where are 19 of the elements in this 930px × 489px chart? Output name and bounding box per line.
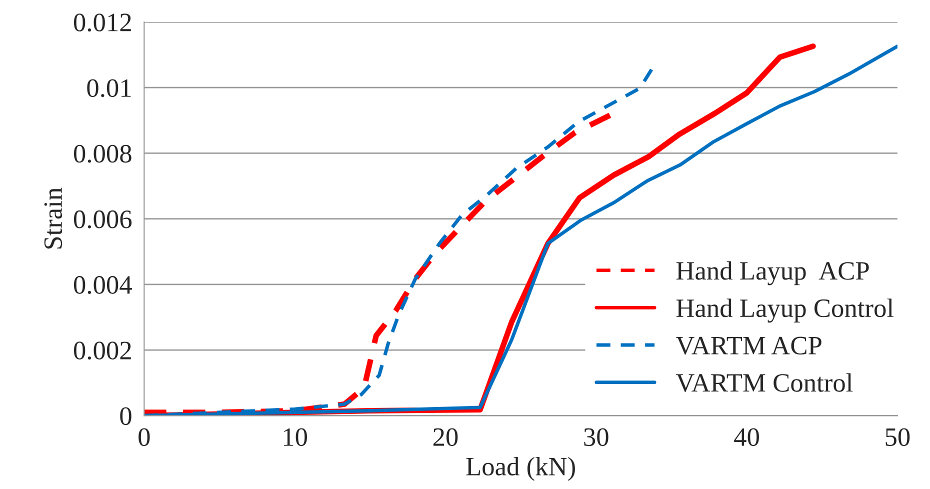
x-tick-label: 50	[886, 428, 910, 446]
y-tick-label: 0.002	[74, 342, 131, 360]
y-tick-label: 0	[120, 407, 132, 426]
y-tick-label: 0.012	[74, 14, 131, 32]
x-tick-label: 10	[284, 428, 307, 446]
y-tick-label: 0.008	[74, 144, 132, 163]
x-tick-label: 0	[138, 428, 150, 446]
legend-label: VARTM Control	[676, 373, 853, 392]
x-tick-label: 20	[433, 428, 458, 446]
legend-label: VARTM ACP	[676, 336, 822, 355]
legend-label: Hand Layup Control	[676, 298, 894, 323]
x-tick-label: 40	[734, 428, 759, 446]
x-tick-label: 30	[584, 428, 608, 446]
y-tick-label: 0.006	[74, 210, 132, 228]
y-tick-label: 0.01	[87, 79, 131, 98]
y-tick-label: 0.004	[74, 276, 132, 294]
legend-label: Hand Layup ACP	[676, 261, 869, 286]
x-axis-title: Load (kN)	[466, 456, 575, 481]
y-axis-title: Strain	[44, 188, 62, 249]
